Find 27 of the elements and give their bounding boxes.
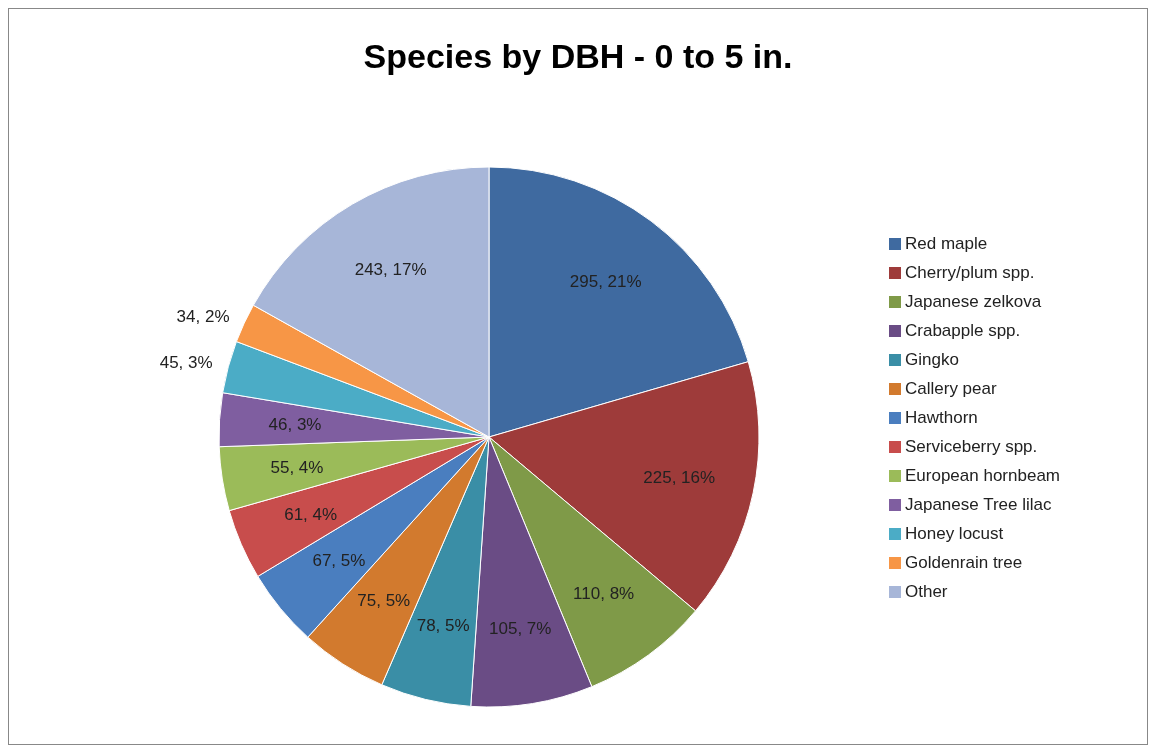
data-label: 45, 3%	[159, 353, 213, 373]
data-label: 295, 21%	[569, 272, 642, 292]
data-label: 110, 8%	[573, 584, 635, 604]
legend-label: Crabapple spp.	[905, 320, 1021, 340]
data-label: 34, 2%	[176, 306, 230, 326]
legend-label: Other	[905, 581, 948, 601]
data-label: 225, 16%	[643, 467, 716, 487]
data-label: 61, 4%	[284, 504, 338, 524]
data-label: 78, 5%	[416, 616, 470, 636]
legend-label: Japanese zelkova	[905, 291, 1042, 311]
data-label: 105, 7%	[489, 619, 552, 639]
legend-label: Red maple	[905, 233, 988, 253]
data-label: 67, 5%	[312, 551, 366, 571]
legend-label: Callery pear	[905, 378, 997, 398]
data-label: 243, 17%	[354, 259, 427, 279]
legend-label: Hawthorn	[905, 407, 978, 427]
data-label: 55, 4%	[270, 457, 324, 477]
legend-label: Japanese Tree lilac	[905, 494, 1052, 514]
data-label: 75, 5%	[357, 590, 411, 610]
legend-label: Gingko	[905, 349, 959, 369]
legend-label: European hornbeam	[905, 465, 1061, 485]
data-label: 46, 3%	[268, 414, 322, 434]
legend-label: Goldenrain tree	[905, 552, 1023, 572]
chart-title: Species by DBH - 0 to 5 in.	[362, 37, 794, 77]
legend-label: Cherry/plum spp.	[905, 262, 1035, 282]
legend-label: Serviceberry spp.	[905, 436, 1038, 456]
legend-label: Honey locust	[905, 523, 1004, 543]
